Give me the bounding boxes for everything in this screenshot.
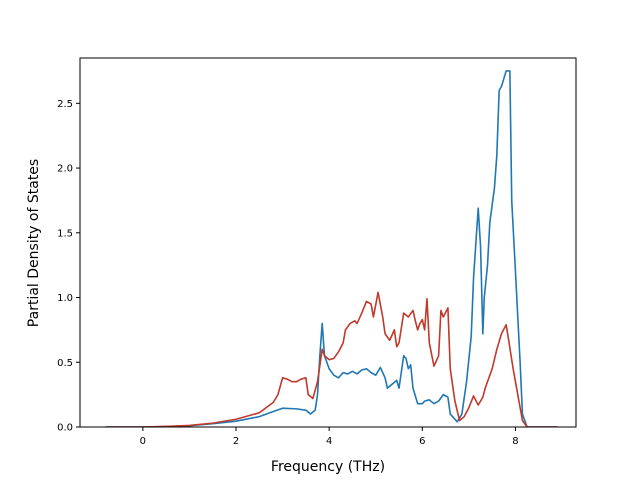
y-tick-label: 0.0 (57, 423, 73, 434)
series-layer (105, 70, 558, 427)
x-axis-label: Frequency (THz) (271, 459, 385, 475)
plot-frame (79, 57, 577, 428)
x-axis-ticks: 0 2 4 6 8 (140, 427, 519, 447)
y-tick-label: 0.5 (57, 358, 73, 369)
x-tick-label: 2 (233, 436, 239, 447)
x-tick-label: 8 (512, 436, 518, 447)
x-tick-label: 4 (326, 436, 332, 447)
y-tick-label: 1.5 (57, 228, 73, 239)
y-tick-label: 1.0 (57, 293, 73, 304)
y-axis-label: Partial Density of States (26, 159, 42, 327)
y-axis-ticks: 0.0 0.5 1.0 1.5 2.0 2.5 (57, 99, 80, 434)
x-tick-label: 6 (419, 436, 425, 447)
series-line-2 (105, 291, 558, 427)
x-tick-label: 0 (140, 436, 146, 447)
y-tick-label: 2.0 (57, 164, 73, 175)
series-line-1 (105, 70, 558, 427)
y-tick-label: 2.5 (57, 99, 73, 110)
